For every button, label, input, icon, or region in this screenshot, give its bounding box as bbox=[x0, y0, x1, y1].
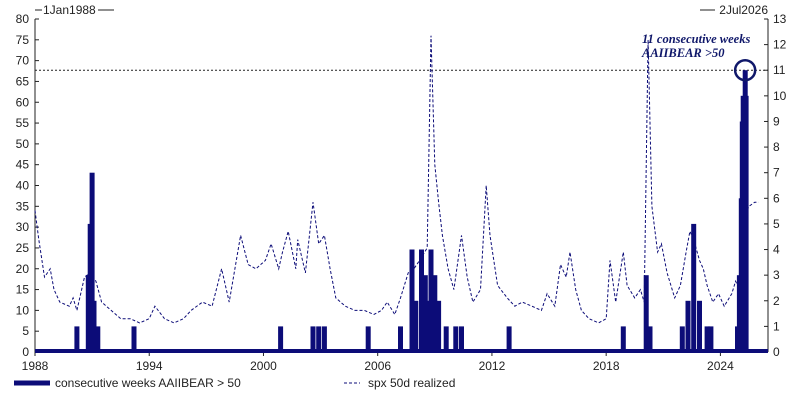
x-tick-label: 2018 bbox=[593, 359, 620, 373]
right-tick-label: 2 bbox=[773, 294, 780, 308]
x-tick-label: 2012 bbox=[479, 359, 506, 373]
aaiibear-spike bbox=[316, 326, 322, 352]
left-tick-label: 50 bbox=[16, 137, 30, 151]
aaiibear-spike bbox=[428, 249, 434, 352]
aaiibear-spike bbox=[419, 249, 424, 352]
aaiibear-spike bbox=[432, 275, 438, 352]
x-tick-label: 2024 bbox=[707, 359, 734, 373]
aaiibear-spike bbox=[453, 326, 459, 352]
spx-realized-line bbox=[34, 35, 759, 324]
x-tick-label: 2006 bbox=[364, 359, 391, 373]
left-tick-label: 65 bbox=[16, 74, 30, 88]
date-end-label: 2Jul2026 bbox=[719, 3, 768, 17]
aaiibear-spike bbox=[620, 326, 626, 352]
aaiibear-spike bbox=[704, 326, 710, 352]
right-tick-label: 13 bbox=[773, 12, 787, 26]
aaiibear-spike bbox=[91, 300, 97, 352]
x-tick-label: 2000 bbox=[250, 359, 277, 373]
aaiibear-spike bbox=[643, 275, 649, 352]
left-tick-label: 35 bbox=[16, 199, 30, 213]
aaiibear-spike bbox=[413, 300, 419, 352]
right-tick-label: 6 bbox=[773, 191, 780, 205]
aaiibear-spike bbox=[697, 300, 702, 352]
right-tick-label: 5 bbox=[773, 217, 780, 231]
aaiibear-spike bbox=[131, 326, 137, 352]
left-tick-label: 25 bbox=[16, 241, 30, 255]
aaiibear-spike bbox=[89, 172, 95, 352]
left-axis-ticks: 0 5 10 15 20 25 30 35 40 45 50 55 60 65 70 75 80 bbox=[16, 12, 39, 359]
aaiibear-spike bbox=[95, 326, 101, 352]
x-tick-label: 1988 bbox=[22, 359, 49, 373]
x-axis-ticks: 1988 1994 2000 2006 2012 2018 2024 bbox=[22, 352, 734, 373]
aaiibear-spike bbox=[310, 326, 316, 352]
left-tick-label: 15 bbox=[16, 283, 30, 297]
annotation-line-2: AAIIBEAR >50 bbox=[641, 46, 725, 60]
highlight-circle bbox=[733, 58, 757, 82]
legend-label-spx: spx 50d realized bbox=[368, 376, 455, 390]
aaiibear-spike bbox=[679, 326, 685, 352]
series-spx-50d-realized bbox=[34, 35, 759, 324]
aaiibear-spike bbox=[424, 300, 430, 352]
aaiibear-spike bbox=[365, 326, 371, 352]
aaiibear-spike bbox=[409, 249, 415, 352]
right-tick-label: 0 bbox=[773, 345, 780, 359]
right-tick-label: 10 bbox=[773, 89, 787, 103]
aaiibear-spike bbox=[443, 326, 449, 352]
aaiibear-spike bbox=[278, 326, 284, 352]
right-tick-label: 8 bbox=[773, 140, 780, 154]
aaiibear-spike bbox=[398, 326, 403, 352]
x-tick-label: 1994 bbox=[136, 359, 163, 373]
left-tick-label: 45 bbox=[16, 158, 30, 172]
left-tick-label: 75 bbox=[16, 33, 30, 47]
right-tick-label: 11 bbox=[773, 63, 786, 77]
legend-label-aaiibear: consecutive weeks AAIIBEAR > 50 bbox=[55, 376, 241, 390]
aaiibear-spike bbox=[459, 326, 464, 352]
aaiibear-spike bbox=[708, 326, 714, 352]
left-tick-label: 30 bbox=[16, 220, 30, 234]
aaiibear-spike bbox=[506, 326, 512, 352]
left-tick-label: 80 bbox=[16, 12, 30, 26]
date-start-label: 1Jan1988 bbox=[43, 3, 96, 17]
annotation-line-1: 11 consecutive weeks bbox=[642, 32, 750, 46]
left-tick-label: 10 bbox=[16, 303, 30, 317]
aaiibear-spike bbox=[436, 300, 442, 352]
series-consecutive-weeks-aaiibear bbox=[35, 70, 768, 353]
aaiibear-spike bbox=[685, 300, 691, 352]
right-tick-label: 1 bbox=[773, 319, 780, 333]
left-tick-label: 60 bbox=[16, 95, 30, 109]
left-tick-label: 55 bbox=[16, 116, 30, 130]
left-tick-label: 40 bbox=[16, 179, 30, 193]
legend: consecutive weeks AAIIBEAR > 50 spx 50d … bbox=[14, 376, 455, 390]
right-tick-label: 7 bbox=[773, 166, 780, 180]
left-tick-label: 0 bbox=[22, 345, 29, 359]
right-tick-label: 3 bbox=[773, 268, 780, 282]
right-tick-label: 12 bbox=[773, 38, 787, 52]
left-tick-label: 20 bbox=[16, 262, 30, 276]
aaiibear-spike bbox=[321, 326, 327, 352]
right-tick-label: 4 bbox=[773, 243, 780, 257]
aaiibear-spike bbox=[691, 223, 697, 352]
aaiibear-spike bbox=[647, 326, 653, 352]
left-tick-label: 70 bbox=[16, 54, 30, 68]
aaiibear-spike bbox=[74, 326, 80, 352]
aaiibear-spike bbox=[743, 95, 749, 353]
right-tick-label: 9 bbox=[773, 114, 780, 128]
left-tick-label: 5 bbox=[22, 324, 29, 338]
